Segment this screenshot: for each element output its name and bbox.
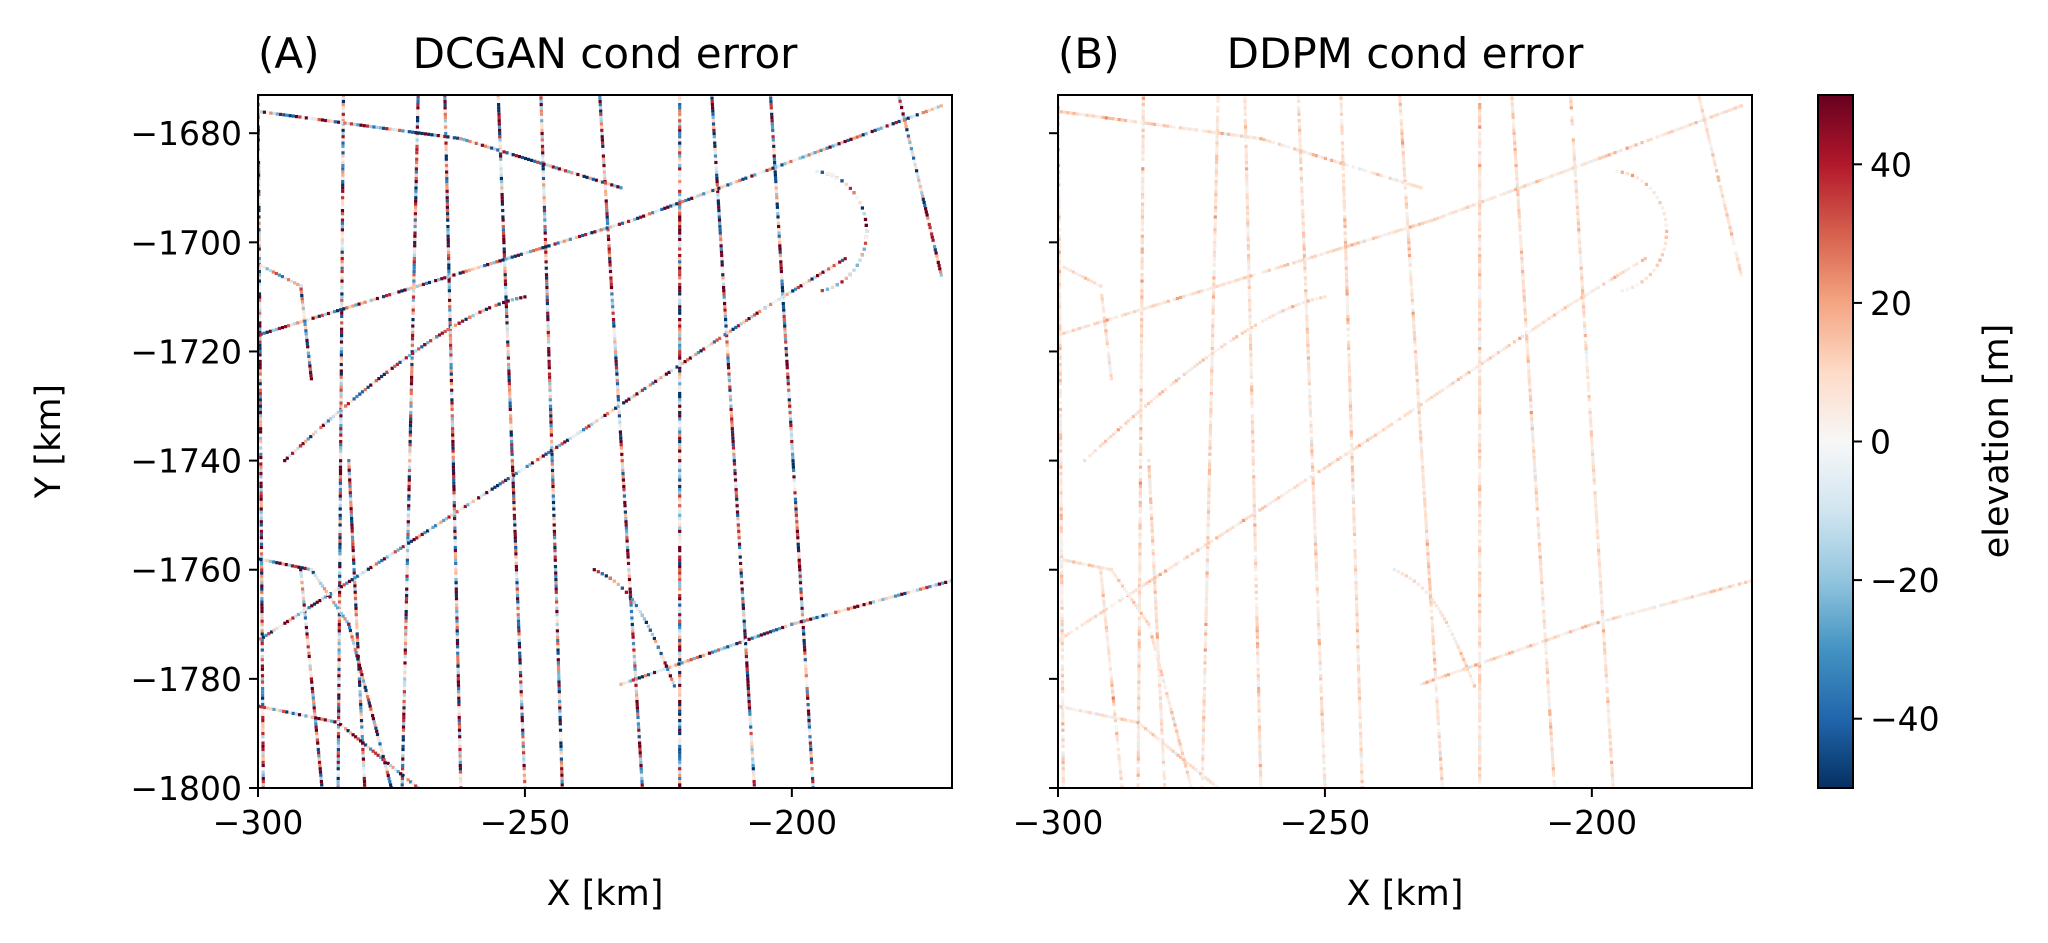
flight-track [592, 568, 676, 688]
flight-track [1058, 104, 1743, 337]
colorbar: 40 20 0 −20 −40 elevation [m] [1817, 94, 2017, 789]
flight-track [258, 109, 623, 190]
flight-track [1392, 568, 1476, 688]
flight-track [1058, 257, 1647, 643]
flight-track [1200, 95, 1220, 788]
flight-track [1478, 95, 1482, 788]
flight-track [1419, 579, 1752, 686]
flight-track [1697, 95, 1743, 277]
flight-track [258, 104, 943, 337]
flight-track [1136, 95, 1145, 788]
colorbar-tick-label: 40 [1870, 145, 1912, 184]
flight-track [400, 95, 420, 788]
flight-track [496, 95, 527, 788]
y-tick-label: −1740 [130, 442, 242, 481]
flight-track [539, 95, 564, 788]
x-ticks-b: −300 −250 −200 [1013, 788, 1637, 842]
x-tick-label: −200 [1547, 803, 1638, 842]
flight-track [678, 95, 682, 788]
flight-track [336, 95, 345, 788]
y-tick-label: −1800 [130, 769, 242, 808]
plot-area-b [1058, 95, 1752, 788]
flight-track [619, 579, 952, 686]
flight-track [443, 95, 463, 788]
x-tick-label: −250 [1280, 803, 1371, 842]
flight-track [598, 95, 644, 788]
y-tick-label: −1780 [130, 660, 242, 699]
x-axis-label-a: X [km] [547, 874, 664, 914]
panel-title-b: DDPM cond error [1227, 29, 1584, 78]
flight-track [258, 557, 394, 788]
x-axis-label-b: X [km] [1347, 874, 1464, 914]
track-layer-a [258, 95, 952, 788]
flight-track [1147, 459, 1167, 788]
panel-title-a: DCGAN cond error [413, 29, 799, 78]
flight-track [1058, 95, 1065, 788]
x-tick-label: −250 [480, 803, 571, 842]
colorbar-tick-label: 20 [1870, 284, 1912, 323]
x-ticks-a: −300 −250 −200 [213, 788, 837, 842]
flight-track [1243, 96, 1263, 788]
flight-track [1296, 95, 1327, 787]
panel-a: (A) DCGAN cond error −300 −250 −200 −1680−… [29, 29, 953, 914]
plot-frame-a [257, 94, 953, 789]
flight-track [258, 257, 847, 643]
flight-track [258, 262, 313, 381]
flight-track [1083, 295, 1327, 463]
y-axis-label-a: Y [km] [29, 384, 69, 499]
x-tick-label: −200 [747, 803, 838, 842]
x-tick-label: −300 [1013, 803, 1104, 842]
colorbar-tick-label: 0 [1870, 423, 1891, 462]
x-tick-label: −300 [213, 803, 304, 842]
track-layer-b [1058, 95, 1752, 788]
y-tick-label: −1760 [130, 551, 242, 590]
flight-track [1058, 262, 1113, 381]
panel-label-b: (B) [1058, 29, 1120, 78]
plot-area-a [258, 95, 952, 788]
flight-track [1099, 568, 1124, 788]
y-ticks-b [1049, 132, 1058, 789]
panel-label-a: (A) [258, 29, 320, 78]
flight-track [1615, 169, 1669, 293]
flight-track [1339, 95, 1364, 788]
flight-track [1510, 95, 1557, 788]
flight-track [710, 95, 757, 788]
panel-b: (B) DDPM cond error −300 −250 −200 X [km] [1013, 29, 1753, 914]
flight-track [1058, 109, 1423, 190]
y-tick-label: −1680 [130, 114, 242, 153]
flight-track [897, 95, 943, 277]
flight-track [283, 295, 527, 463]
colorbar-gradient [1818, 95, 1853, 788]
plot-frame-b [1057, 94, 1753, 789]
flight-track [1568, 95, 1615, 788]
y-tick-label: −1700 [130, 223, 242, 262]
colorbar-tick-label: −40 [1870, 700, 1940, 739]
flight-track [815, 169, 869, 293]
colorbar-label: elevation [m] [1977, 324, 2017, 559]
colorbar-ticks: 40 20 0 −20 −40 [1853, 145, 1940, 739]
y-ticks-a: −1680 −1700 −1720 −1740 −1760 −1780 −1800 [130, 114, 258, 808]
y-tick-label: −1720 [130, 332, 242, 371]
colorbar-tick-label: −20 [1870, 561, 1940, 600]
